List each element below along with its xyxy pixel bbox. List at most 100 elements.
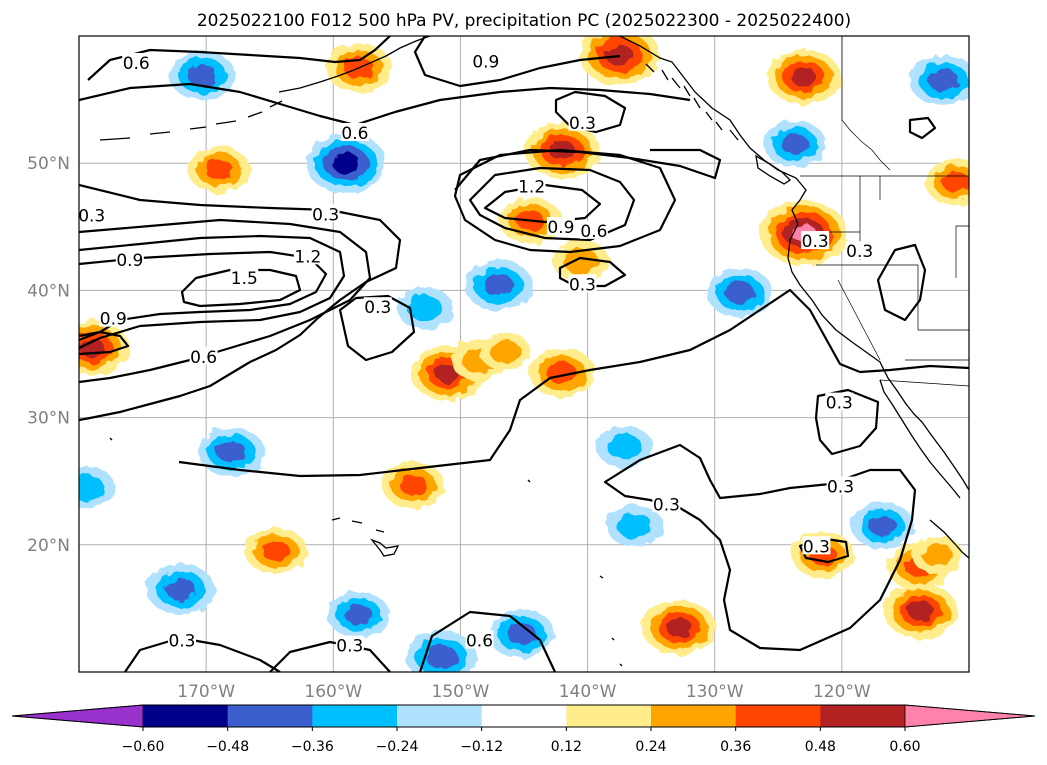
pv-contour-0.3-east-pacific (178, 288, 969, 478)
precip-cell-32 (488, 609, 555, 659)
pv-contours (79, 36, 969, 672)
x-tick-label-2: 150°W (432, 682, 490, 702)
pv-contour-0.6-gulf (79, 82, 691, 127)
colorbar-extend-high (904, 704, 1036, 728)
coastlines (99, 36, 969, 667)
contour-label-10: 0.9 (116, 251, 143, 271)
contour-label-bg-20 (826, 476, 855, 495)
x-tick-label-5: 120°W (813, 682, 871, 702)
precip-cell-31-level-2 (344, 604, 373, 626)
contour-label-bg-16 (189, 346, 218, 365)
precip-cell-22 (305, 133, 387, 194)
precip-cell-23-level-2 (780, 133, 809, 155)
precip-cell-22-level-3 (331, 152, 361, 174)
precip-cell-4 (187, 146, 251, 193)
colorbar-segment-4 (481, 705, 567, 727)
precip-cell-29 (79, 466, 115, 509)
colorbar-tick-label-2: −0.36 (291, 739, 334, 755)
contour-label-6: 1.2 (518, 177, 545, 197)
contour-label-5: 0.3 (312, 205, 339, 225)
colorbar-tick-label-0: −0.60 (122, 739, 165, 755)
colorbar-segment-8 (820, 705, 906, 727)
precip-cell-15 (642, 600, 717, 655)
contour-label-bg-12 (230, 267, 259, 286)
pv-contour-0.9-west-edge (79, 330, 130, 356)
alaska-canada-border (841, 36, 891, 171)
precip-cell-29-level-1 (79, 474, 105, 501)
coastline-mexico (929, 519, 969, 559)
chart-title: 2025022100 F012 500 hPa PV, precipitatio… (197, 11, 851, 31)
precip-cell-14-level-2 (262, 540, 290, 562)
colorbar-tick-label-9: 0.60 (889, 739, 920, 755)
colorbar-tick-label-7: 0.36 (720, 739, 751, 755)
contour-label-bg-8 (579, 220, 608, 239)
precip-cell-13-level-2 (399, 474, 428, 496)
misc-islands (109, 437, 623, 667)
colorbar-tick-label-6: 0.24 (635, 739, 666, 755)
map-frame (78, 35, 970, 673)
precip-cell-36-level-2 (868, 515, 897, 536)
contour-label-bg-11 (293, 246, 322, 265)
aleutian-islands (99, 100, 283, 141)
contour-label-20: 0.3 (827, 478, 854, 498)
colorbar-tick-label-8: 0.48 (805, 739, 836, 755)
pv-contour-0.9-gulf (413, 36, 621, 88)
contour-label-bg-14 (363, 297, 392, 316)
colorbar-segment-7 (735, 705, 821, 727)
pv-contour-0.6-bottom (418, 610, 556, 672)
precip-cell-25-level-2 (483, 274, 514, 297)
colorbar-extend-low (11, 704, 144, 728)
precip-cell-21 (169, 50, 236, 100)
contour-label-bg-1 (471, 51, 500, 70)
pv-contour-0.3-east-coast-2 (876, 243, 927, 322)
precip-cell-32-level-2 (506, 622, 537, 645)
y-tick-label-3: 50°N (27, 154, 70, 174)
precip-cell-6-level-1 (563, 248, 599, 275)
precip-cell-27-level-1 (407, 295, 443, 322)
contour-label-bg-23 (335, 635, 364, 654)
contour-label-bg-24 (465, 630, 494, 649)
colorbar-tick-label-1: −0.48 (206, 739, 249, 755)
pv-contour-0.3-subtropical-ring (814, 388, 880, 456)
x-tick-label-4: 130°W (686, 682, 744, 702)
political-borders (800, 36, 969, 387)
precip-cell-30 (146, 564, 215, 615)
colorbar-segment-5 (566, 705, 652, 727)
precip-cell-18-level-3 (907, 601, 934, 621)
precip-cell-12 (479, 332, 531, 371)
precip-cell-24-level-2 (928, 69, 959, 92)
precip-cell-28-level-2 (216, 441, 247, 463)
precip-cell-23 (763, 121, 827, 168)
contour-label-bg-3 (568, 112, 597, 131)
contour-label-22: 0.3 (168, 631, 195, 651)
contour-label-13: 0.3 (569, 275, 596, 295)
x-tick-label-3: 140°W (559, 682, 617, 702)
pv-contour-0.3-east-coast (908, 116, 937, 140)
contour-label-bg-9 (801, 231, 830, 250)
contour-label-bg-7 (546, 217, 575, 236)
y-axis-ticks: 20°N 30°N 40°N 50°N (27, 154, 70, 556)
contour-label-0: 0.6 (123, 54, 150, 74)
colorbar-segment-6 (651, 705, 737, 727)
precip-cell-12-level-1 (489, 339, 521, 364)
precip-cell-31 (327, 591, 390, 638)
precip-cell-13 (382, 461, 445, 509)
precip-cell-35 (606, 504, 663, 547)
contour-label-21: 0.3 (803, 537, 830, 557)
contour-label-23: 0.3 (336, 637, 363, 657)
contour-label-14: 0.3 (364, 298, 391, 318)
colorbar-segment-1 (227, 705, 313, 727)
colorbar-segment-0 (143, 705, 229, 727)
precip-cell-20 (925, 159, 969, 206)
precip-cell-27 (396, 287, 454, 330)
precip-cell-21-level-2 (187, 64, 218, 87)
coastline-north-america (619, 36, 969, 491)
pv-contour-0.3-bottom (124, 636, 281, 672)
contour-label-11: 1.2 (294, 247, 321, 267)
coastline-alaska-peninsula (278, 36, 431, 93)
colorbar-tick-label-4: −0.12 (460, 739, 503, 755)
precip-cell-33-level-2 (425, 645, 458, 669)
contour-label-bg-6 (517, 176, 546, 195)
contour-label-bg-0 (122, 52, 151, 71)
